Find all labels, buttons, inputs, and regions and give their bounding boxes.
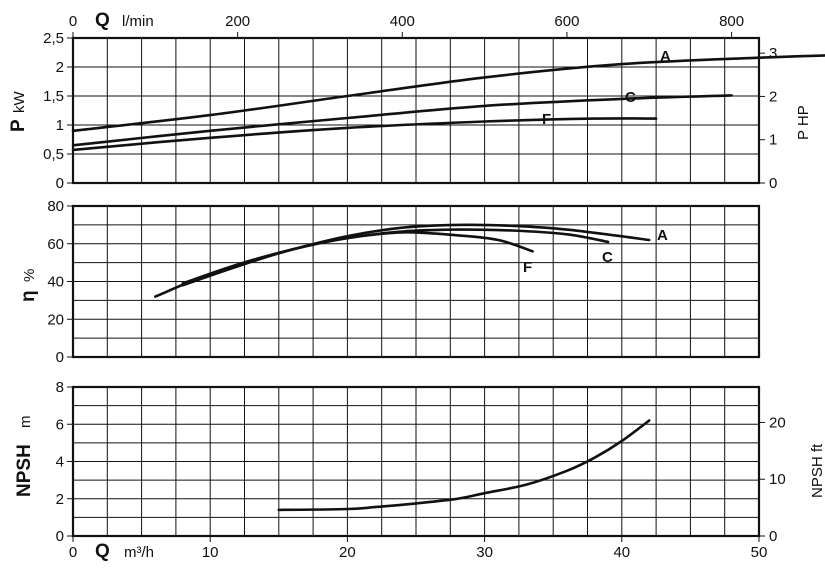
npsh-ylabel-unit: m [17, 416, 34, 429]
bottom-tick-label: 40 [613, 544, 630, 561]
efficiency-ylabel-unit: % [21, 269, 38, 282]
y-tick-label: 0,5 [43, 146, 64, 163]
bottom-axis-symbol: Q [95, 541, 110, 562]
npsh-ylabel: NPSH [14, 444, 35, 497]
y2-tick-label: 10 [769, 471, 786, 488]
y-tick-label: 2,5 [43, 30, 64, 47]
y2-tick-label: 2 [769, 88, 777, 105]
npsh-y2label: NPSH ft [809, 443, 825, 498]
bottom-axis: 0 10 20 30 40 50 Q m³/h [69, 536, 768, 562]
y-tick-label: 0 [56, 528, 64, 545]
eff-curve-label-a: A [657, 227, 668, 244]
npsh-panel: 0 2 4 6 8 0 10 20 NPSH m NPSH ft [14, 379, 825, 545]
y-tick-label: 0 [56, 349, 64, 366]
bottom-tick-label: 0 [69, 544, 77, 561]
y-tick-label: 6 [56, 416, 64, 433]
power-panel: 0 0,5 1 1,5 2 2,5 0 1 2 3 A C F P kW P HP [8, 30, 825, 192]
top-tick-label: 600 [554, 13, 579, 30]
top-tick-label: 0 [69, 13, 77, 30]
y2-tick-label: 20 [769, 414, 786, 431]
power-plot-frame [71, 36, 761, 185]
power-curve-label-a: A [660, 48, 671, 65]
top-tick-label: 400 [390, 13, 415, 30]
power-curve-f [71, 117, 658, 152]
y-tick-label: 4 [56, 454, 64, 471]
y-tick-label: 0 [56, 175, 64, 192]
y-tick-label: 40 [47, 274, 64, 291]
top-axis-symbol: Q [95, 10, 110, 31]
y-tick-label: 80 [47, 198, 64, 215]
bottom-tick-label: 50 [751, 544, 768, 561]
y-tick-label: 2 [56, 59, 64, 76]
eff-curve-c [181, 228, 610, 287]
bottom-axis-unit: m³/h [124, 544, 154, 561]
y2-tick-label: 1 [769, 132, 777, 149]
power-curve-label-c: C [625, 89, 636, 106]
y2-tick-label: 0 [769, 528, 777, 545]
efficiency-panel: 0 20 40 60 80 A C F η % [18, 198, 761, 366]
eff-curve-label-f: F [523, 259, 532, 276]
y-tick-label: 2 [56, 491, 64, 508]
top-tick-label: 200 [225, 13, 250, 30]
power-ylabel-unit: kW [11, 91, 28, 114]
top-axis: Q l/min 0 200 400 600 800 [69, 10, 744, 38]
eff-curve-label-c: C [602, 249, 613, 266]
npsh-curve [277, 419, 651, 512]
y2-tick-label: 3 [769, 45, 777, 62]
top-tick-label: 800 [719, 13, 744, 30]
y-tick-label: 1 [56, 117, 64, 134]
bottom-tick-label: 10 [202, 544, 219, 561]
y2-tick-label: 0 [769, 175, 777, 192]
eff-curve-f [181, 231, 534, 285]
power-ylabel-symbol: P [8, 119, 29, 132]
top-axis-unit: l/min [122, 13, 154, 30]
y-tick-label: 1,5 [43, 88, 64, 105]
power-curve-c [71, 94, 733, 147]
bottom-tick-label: 30 [476, 544, 493, 561]
y-tick-label: 20 [47, 311, 64, 328]
power-curve-a [71, 54, 825, 133]
power-y2label: P HP [795, 105, 812, 140]
y-tick-label: 60 [47, 236, 64, 253]
y-tick-label: 8 [56, 379, 64, 396]
efficiency-ylabel-symbol: η [18, 290, 39, 302]
power-curve-label-f: F [542, 111, 551, 128]
bottom-tick-label: 20 [339, 544, 356, 561]
